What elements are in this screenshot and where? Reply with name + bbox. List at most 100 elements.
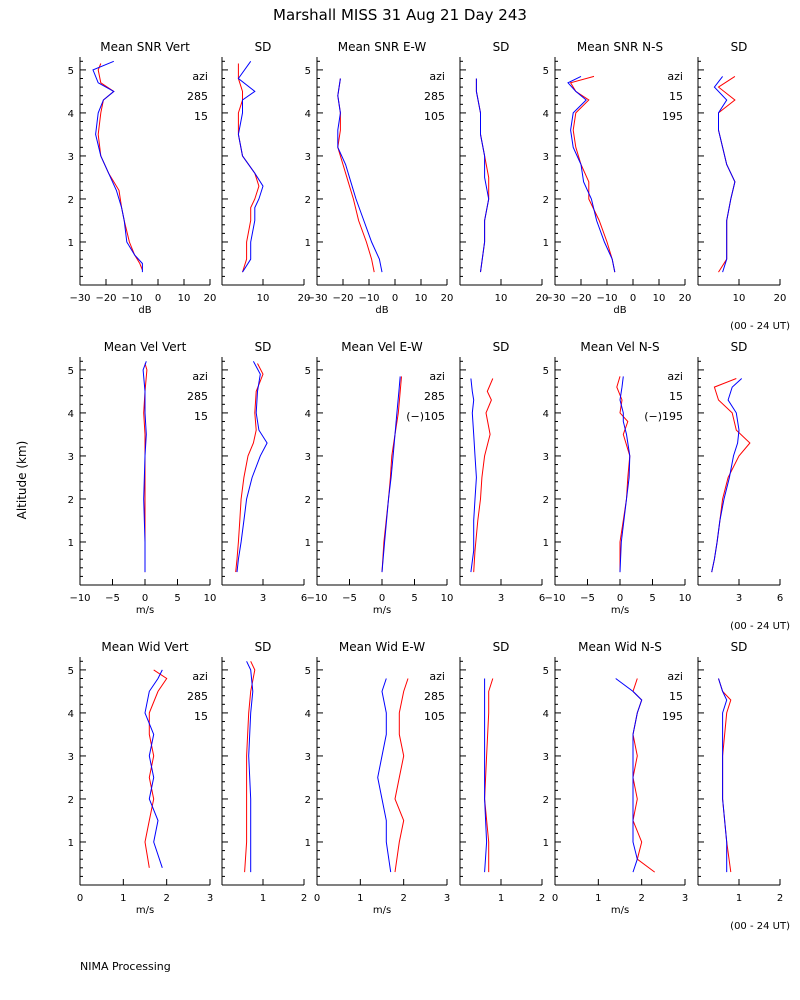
x-tick-label: 0 xyxy=(155,293,161,304)
legend-entry-blue: 15 xyxy=(194,410,208,423)
series-line-blue xyxy=(142,361,147,573)
legend-entry-red: 15 xyxy=(669,390,683,403)
legend-entry-blue: 105 xyxy=(424,710,445,723)
x-tick-label: −10 xyxy=(544,593,565,604)
y-tick-label: 4 xyxy=(68,709,74,720)
series-line-red xyxy=(237,63,260,273)
legend-entry-blue: 15 xyxy=(194,110,208,123)
series-line-blue xyxy=(236,361,268,573)
panel-2-2: SD 3 6 xyxy=(221,340,307,604)
panel-1-3: Mean SNR E-W 1 2 3 4 5 −30 −20 −10 0 10 20 dB azi 285 1… xyxy=(305,40,454,316)
y-tick-label: 2 xyxy=(543,195,549,206)
x-tick-label: −20 xyxy=(332,293,353,304)
x-tick-label: 5 xyxy=(174,593,180,604)
series-line-blue xyxy=(377,678,392,873)
y-tick-label: 4 xyxy=(305,409,311,420)
y-tick-label: 4 xyxy=(543,109,549,120)
x-tick-label: 2 xyxy=(539,893,545,904)
panel-3-6: SD 1 2 xyxy=(697,640,783,904)
x-tick-label: 20 xyxy=(679,293,692,304)
series-line-red xyxy=(235,363,264,573)
y-tick-label: 1 xyxy=(68,238,74,249)
series-line-blue xyxy=(567,75,616,273)
series-line-red xyxy=(337,78,375,273)
legend-entry-red: 285 xyxy=(424,690,445,703)
legend-entry-blue: 195 xyxy=(662,110,683,123)
y-tick-label: 4 xyxy=(305,709,311,720)
y-tick-label: 1 xyxy=(543,238,549,249)
panel-title: SD xyxy=(493,640,510,654)
y-tick-label: 3 xyxy=(543,452,549,463)
x-tick-label: 0 xyxy=(392,293,398,304)
panel-2-4: SD 3 6 xyxy=(459,340,545,604)
y-tick-label: 5 xyxy=(305,366,311,377)
x-tick-label: −5 xyxy=(342,593,357,604)
y-tick-label: 1 xyxy=(305,538,311,549)
panel-title: SD xyxy=(493,40,510,54)
y-tick-label: 3 xyxy=(305,152,311,163)
x-tick-label: 0 xyxy=(630,293,636,304)
x-tick-label: 1 xyxy=(260,893,266,904)
panel-3-5: Mean Wid N-S 1 2 3 4 5 0 1 2 3 m/s azi 15 195 xyxy=(543,640,689,916)
y-tick-label: 3 xyxy=(543,152,549,163)
x-tick-label: 5 xyxy=(411,593,417,604)
x-tick-label: 6 xyxy=(301,593,307,604)
panel-title: Mean Vel Vert xyxy=(104,340,187,354)
legend-title: azi xyxy=(192,70,208,83)
series-line-blue xyxy=(246,661,254,873)
legend-entry-blue: (−)195 xyxy=(644,410,683,423)
legend-title: azi xyxy=(192,670,208,683)
x-tick-label: 10 xyxy=(495,293,508,304)
y-tick-label: 1 xyxy=(305,838,311,849)
x-tick-label: 2 xyxy=(638,893,644,904)
y-tick-label: 5 xyxy=(543,366,549,377)
series-line-blue xyxy=(381,376,401,573)
y-tick-label: 4 xyxy=(543,409,549,420)
x-tick-label: 10 xyxy=(415,293,428,304)
panel-3-4: SD 1 2 xyxy=(459,640,545,904)
panel-3-2: SD 1 2 xyxy=(221,640,307,904)
panel-title: SD xyxy=(255,40,272,54)
x-axis-label: dB xyxy=(138,305,151,316)
y-tick-label: 2 xyxy=(68,795,74,806)
x-tick-label: 0 xyxy=(617,593,623,604)
series-line-red xyxy=(484,678,494,873)
x-tick-label: 10 xyxy=(204,593,217,604)
y-tick-label: 2 xyxy=(543,795,549,806)
x-tick-label: 3 xyxy=(260,593,266,604)
y-tick-label: 3 xyxy=(543,752,549,763)
y-tick-label: 4 xyxy=(68,409,74,420)
y-tick-label: 4 xyxy=(305,109,311,120)
panel-2-3: Mean Vel E-W 1 2 3 4 5 −10 −5 0 5 10 m/s azi 285 (−)10… xyxy=(305,340,454,616)
y-tick-label: 2 xyxy=(68,195,74,206)
x-tick-label: 20 xyxy=(536,293,549,304)
y-tick-label: 4 xyxy=(543,709,549,720)
legend-title: azi xyxy=(429,670,445,683)
legend-entry-blue: 15 xyxy=(194,710,208,723)
x-axis-label: m/s xyxy=(136,905,154,916)
x-axis-label: m/s xyxy=(611,605,629,616)
y-tick-label: 5 xyxy=(68,366,74,377)
x-tick-label: 10 xyxy=(679,593,692,604)
footer-label: NIMA Processing xyxy=(80,960,171,973)
y-tick-label: 3 xyxy=(68,452,74,463)
x-tick-label: 6 xyxy=(777,593,783,604)
x-tick-label: 1 xyxy=(736,893,742,904)
x-tick-label: 1 xyxy=(595,893,601,904)
x-tick-label: 3 xyxy=(736,593,742,604)
legend-entry-red: 285 xyxy=(424,90,445,103)
x-tick-label: 20 xyxy=(298,293,311,304)
x-tick-label: 10 xyxy=(178,293,191,304)
x-axis-label: m/s xyxy=(373,905,391,916)
y-tick-label: 1 xyxy=(305,238,311,249)
series-line-blue xyxy=(144,669,163,868)
x-tick-label: 10 xyxy=(441,593,454,604)
y-tick-label: 2 xyxy=(305,495,311,506)
x-tick-label: −30 xyxy=(544,293,565,304)
x-tick-label: −20 xyxy=(95,293,116,304)
series-line-blue xyxy=(713,76,736,273)
series-line-red xyxy=(475,78,490,273)
x-tick-label: 0 xyxy=(379,593,385,604)
legend-title: azi xyxy=(429,70,445,83)
panel-1-5: Mean SNR N-S 1 2 3 4 5 −30 −20 −10 0 10 20 dB azi 15 19… xyxy=(543,40,692,316)
